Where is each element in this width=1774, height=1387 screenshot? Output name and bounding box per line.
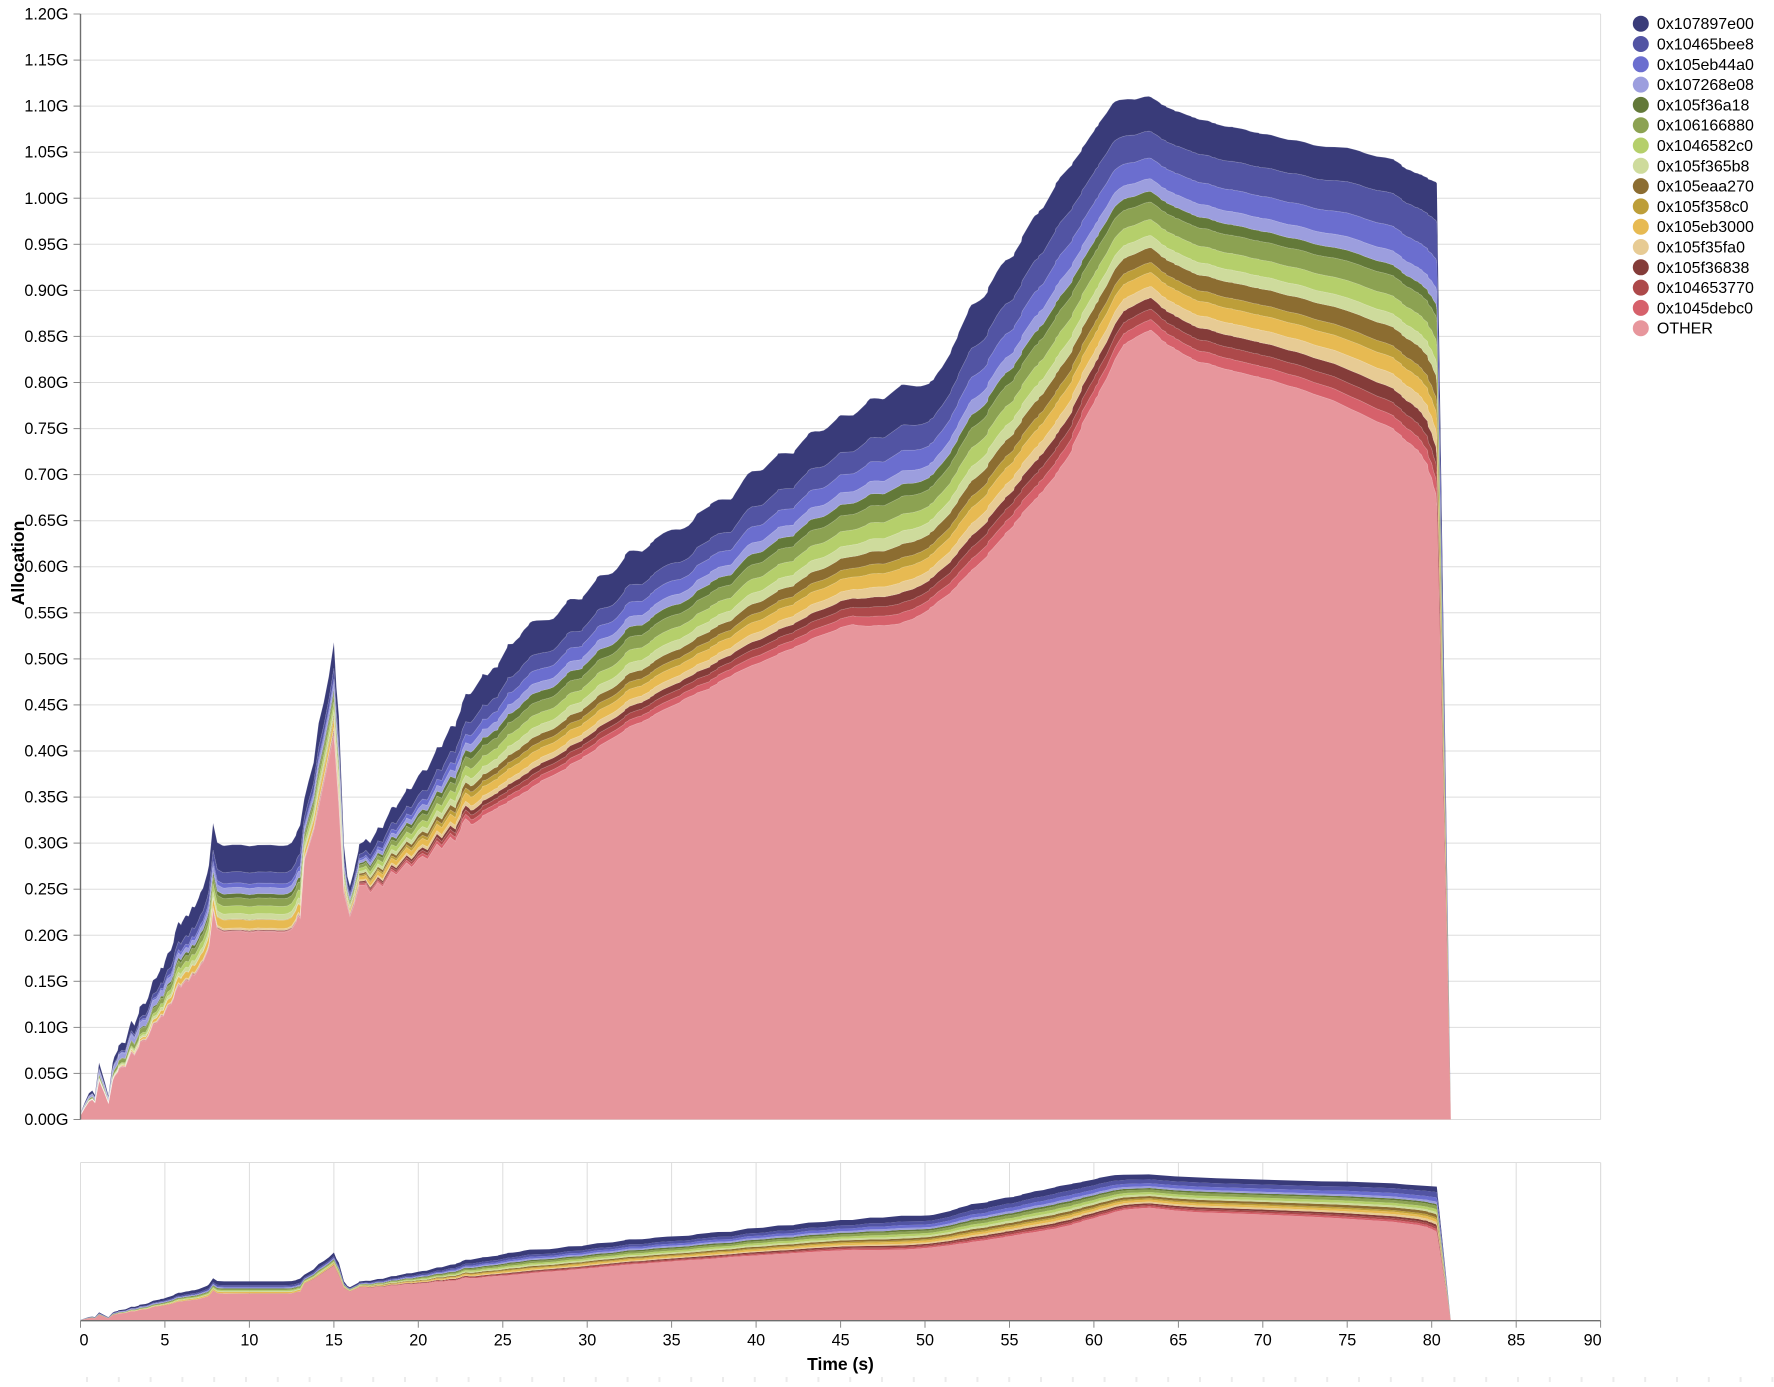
svg-text:0.60G: 0.60G — [24, 558, 68, 576]
svg-text:50: 50 — [916, 1332, 934, 1350]
svg-text:0x106166880: 0x106166880 — [1657, 118, 1754, 135]
svg-text:0x105eb44a0: 0x105eb44a0 — [1657, 57, 1754, 74]
svg-text:40: 40 — [747, 1332, 765, 1350]
svg-text:1.15G: 1.15G — [24, 52, 68, 70]
svg-text:80: 80 — [1423, 1332, 1441, 1350]
svg-text:60: 60 — [1085, 1332, 1103, 1350]
svg-text:0.65G: 0.65G — [24, 512, 68, 530]
svg-text:0x107897e00: 0x107897e00 — [1657, 16, 1754, 33]
svg-text:0.00G: 0.00G — [24, 1111, 68, 1129]
svg-text:0x10465bee8: 0x10465bee8 — [1657, 37, 1754, 54]
svg-text:1.00G: 1.00G — [24, 190, 68, 208]
svg-text:0.50G: 0.50G — [24, 650, 68, 668]
svg-text:55: 55 — [1000, 1332, 1018, 1350]
svg-text:0x1046582c0: 0x1046582c0 — [1657, 138, 1753, 155]
svg-text:1.10G: 1.10G — [24, 98, 68, 116]
svg-text:1.05G: 1.05G — [24, 144, 68, 162]
svg-text:20: 20 — [409, 1332, 427, 1350]
svg-text:Allocation: Allocation — [8, 521, 28, 606]
svg-text:0.30G: 0.30G — [24, 835, 68, 853]
svg-text:1.20G: 1.20G — [24, 6, 68, 24]
svg-text:0x105f365b8: 0x105f365b8 — [1657, 158, 1750, 175]
svg-text:0x105eb3000: 0x105eb3000 — [1657, 219, 1754, 236]
svg-text:0.10G: 0.10G — [24, 1019, 68, 1037]
svg-text:Time (s): Time (s) — [807, 1354, 874, 1374]
svg-text:0: 0 — [80, 1332, 89, 1350]
svg-text:0.55G: 0.55G — [24, 604, 68, 622]
svg-text:0x105f35fa0: 0x105f35fa0 — [1657, 240, 1745, 257]
svg-text:0x1045debc0: 0x1045debc0 — [1657, 300, 1753, 317]
svg-text:0x107268e08: 0x107268e08 — [1657, 77, 1754, 94]
svg-text:0.80G: 0.80G — [24, 374, 68, 392]
svg-text:0x105eaa270: 0x105eaa270 — [1657, 179, 1754, 196]
svg-text:0x104653770: 0x104653770 — [1657, 280, 1754, 297]
svg-text:0.85G: 0.85G — [24, 328, 68, 346]
svg-text:30: 30 — [578, 1332, 596, 1350]
svg-text:0.70G: 0.70G — [24, 466, 68, 484]
svg-text:0.15G: 0.15G — [24, 973, 68, 991]
svg-text:45: 45 — [832, 1332, 850, 1350]
svg-text:75: 75 — [1338, 1332, 1356, 1350]
svg-text:25: 25 — [494, 1332, 512, 1350]
svg-text:10: 10 — [240, 1332, 258, 1350]
svg-text:90: 90 — [1584, 1332, 1602, 1350]
svg-text:5: 5 — [160, 1332, 169, 1350]
svg-text:0x105f36a18: 0x105f36a18 — [1657, 97, 1750, 114]
svg-text:0.35G: 0.35G — [24, 789, 68, 807]
svg-text:35: 35 — [663, 1332, 681, 1350]
svg-text:70: 70 — [1254, 1332, 1272, 1350]
svg-text:85: 85 — [1507, 1332, 1525, 1350]
svg-text:0x105f36838: 0x105f36838 — [1657, 260, 1750, 277]
svg-text:OTHER: OTHER — [1657, 321, 1713, 338]
svg-text:0x105f358c0: 0x105f358c0 — [1657, 199, 1749, 216]
svg-text:0.05G: 0.05G — [24, 1065, 68, 1083]
svg-text:0.25G: 0.25G — [24, 881, 68, 899]
svg-text:0.40G: 0.40G — [24, 743, 68, 761]
svg-text:0.90G: 0.90G — [24, 282, 68, 300]
svg-text:0.95G: 0.95G — [24, 236, 68, 254]
svg-text:0.45G: 0.45G — [24, 696, 68, 714]
svg-text:65: 65 — [1169, 1332, 1187, 1350]
svg-text:0.75G: 0.75G — [24, 420, 68, 438]
svg-text:0.20G: 0.20G — [24, 927, 68, 945]
svg-text:15: 15 — [325, 1332, 343, 1350]
